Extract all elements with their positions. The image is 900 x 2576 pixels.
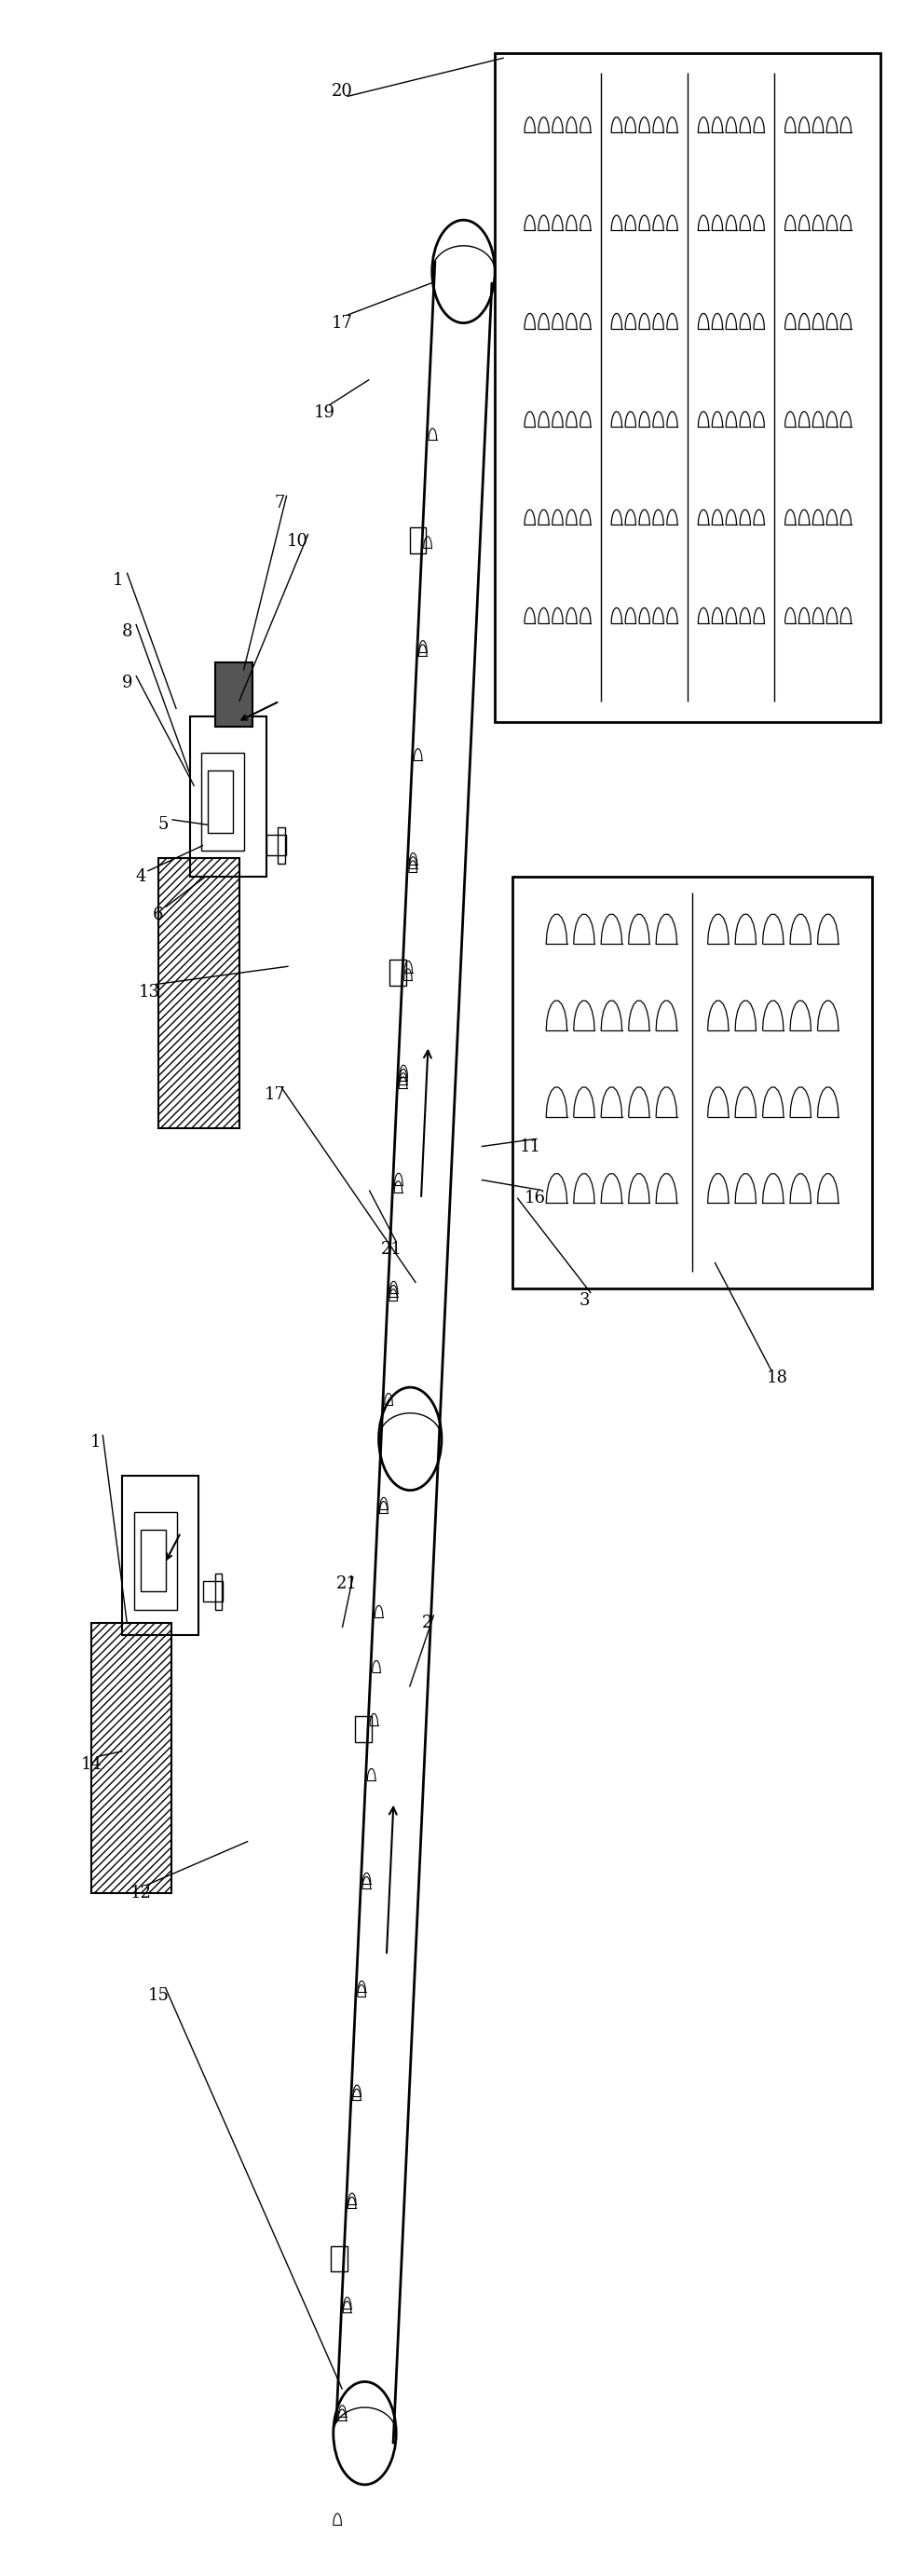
Text: 19: 19 xyxy=(313,404,335,422)
Bar xyxy=(410,528,426,554)
Text: 17: 17 xyxy=(332,314,353,332)
Text: 20: 20 xyxy=(332,82,353,100)
Text: 16: 16 xyxy=(525,1190,546,1206)
Text: 15: 15 xyxy=(148,1986,169,2004)
Bar xyxy=(390,961,406,987)
Bar xyxy=(513,876,872,1288)
Bar xyxy=(203,1582,223,1602)
Text: 3: 3 xyxy=(580,1293,590,1309)
Bar xyxy=(208,770,233,832)
Text: 7: 7 xyxy=(274,495,284,513)
Bar xyxy=(356,1716,372,1741)
Bar xyxy=(158,858,239,1128)
Bar xyxy=(190,716,266,876)
Text: 11: 11 xyxy=(520,1139,542,1154)
Text: 17: 17 xyxy=(265,1087,285,1103)
Ellipse shape xyxy=(432,219,495,322)
Bar xyxy=(495,52,881,721)
Text: 21: 21 xyxy=(336,1577,357,1592)
Bar xyxy=(331,2246,347,2272)
Text: 8: 8 xyxy=(122,623,132,641)
Text: 13: 13 xyxy=(139,984,160,999)
Bar xyxy=(202,752,245,850)
Text: 4: 4 xyxy=(135,868,146,884)
Text: 6: 6 xyxy=(153,907,164,922)
Ellipse shape xyxy=(333,2383,396,2486)
Text: 2: 2 xyxy=(422,1615,433,1631)
Bar xyxy=(140,1530,166,1592)
Bar xyxy=(91,1623,172,1893)
Bar xyxy=(122,1476,199,1636)
Text: 12: 12 xyxy=(130,1886,151,1901)
Text: 10: 10 xyxy=(287,533,308,551)
Text: 18: 18 xyxy=(767,1370,788,1386)
Bar xyxy=(215,662,253,726)
Text: 9: 9 xyxy=(122,675,132,690)
Ellipse shape xyxy=(379,1388,442,1492)
Text: 21: 21 xyxy=(381,1242,402,1257)
Text: 5: 5 xyxy=(157,817,168,832)
Text: 1: 1 xyxy=(90,1435,101,1450)
Bar xyxy=(278,827,285,863)
Bar xyxy=(215,1574,222,1610)
Text: 14: 14 xyxy=(80,1757,102,1772)
Text: 1: 1 xyxy=(112,572,123,590)
Bar xyxy=(134,1512,177,1610)
Bar xyxy=(266,835,286,855)
